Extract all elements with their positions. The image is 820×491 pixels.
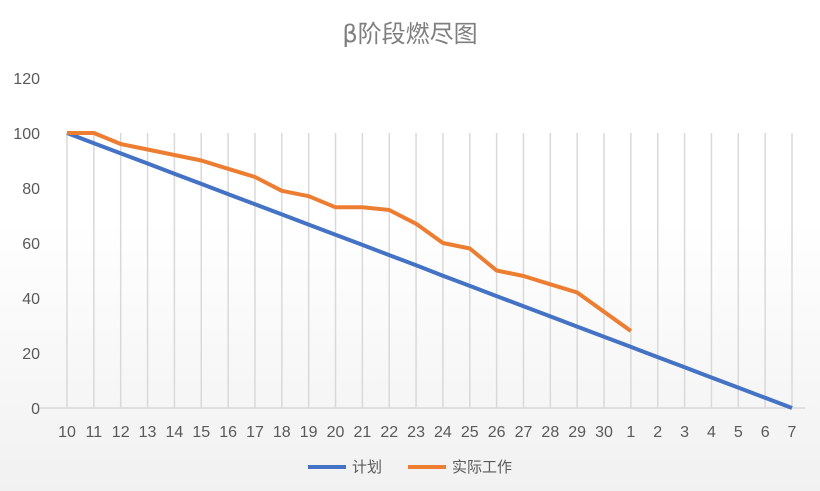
- x-tick-label: 19: [300, 424, 318, 441]
- series-line-actual: [67, 131, 633, 333]
- y-tick-label: 80: [22, 181, 40, 198]
- legend-swatch-actual: [408, 464, 446, 469]
- legend: 计划 实际工作: [0, 456, 820, 477]
- x-tick-label: 3: [680, 424, 689, 441]
- x-tick-label: 5: [734, 424, 743, 441]
- y-tick-label: 40: [22, 291, 40, 308]
- x-tick-label: 21: [353, 424, 371, 441]
- x-tick-label: 27: [515, 424, 533, 441]
- legend-item-actual: 实际工作: [408, 456, 512, 477]
- x-tick-label: 30: [595, 424, 613, 441]
- x-tick-label: 29: [568, 424, 586, 441]
- x-tick-label: 15: [192, 424, 210, 441]
- x-tick-label: 13: [139, 424, 157, 441]
- x-tick-label: 28: [541, 424, 559, 441]
- x-tick-label: 6: [761, 424, 770, 441]
- x-tick-label: 12: [112, 424, 130, 441]
- y-tick-label: 120: [13, 71, 40, 88]
- x-tick-label: 20: [327, 424, 345, 441]
- y-tick-label: 20: [22, 346, 40, 363]
- legend-label-actual: 实际工作: [452, 458, 513, 476]
- x-tick-label: 25: [461, 424, 479, 441]
- x-tick-label: 4: [707, 424, 716, 441]
- x-tick-label: 1: [626, 424, 635, 441]
- x-tick-label: 14: [166, 424, 184, 441]
- x-tick-label: 24: [434, 424, 452, 441]
- legend-label-plan: 计划: [351, 458, 382, 476]
- y-tick-label: 0: [31, 401, 40, 418]
- x-tick-label: 11: [86, 424, 103, 441]
- chart-title: β阶段燃尽图: [342, 20, 478, 48]
- series-line-plan: [66, 131, 793, 410]
- x-tick-label: 2: [653, 424, 662, 441]
- x-tick-label: 22: [380, 424, 398, 441]
- x-tick-label: 18: [273, 424, 291, 441]
- x-tick-label: 7: [788, 424, 797, 441]
- legend-swatch-plan: [307, 464, 346, 469]
- x-tick-label: 17: [246, 424, 264, 441]
- legend-item-plan: 计划: [307, 456, 382, 477]
- x-tick-label: 23: [407, 424, 425, 441]
- x-tick-label: 26: [488, 424, 506, 441]
- y-tick-label: 60: [22, 236, 40, 253]
- x-tick-label: 16: [219, 424, 237, 441]
- y-tick-label: 100: [13, 126, 40, 143]
- x-tick-label: 10: [58, 424, 76, 441]
